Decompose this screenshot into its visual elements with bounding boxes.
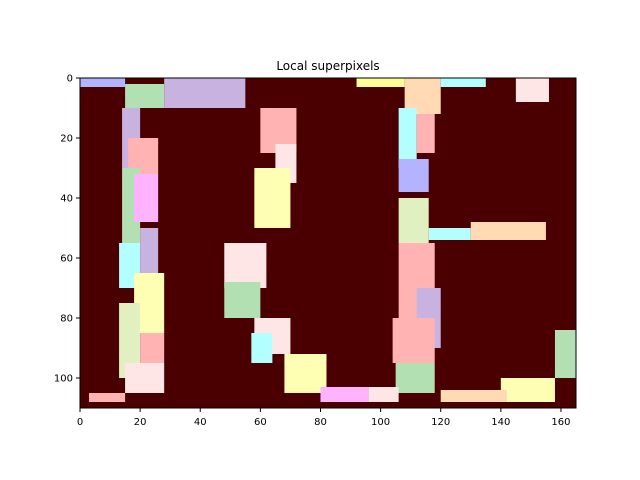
superpixel-region-13 [134,174,159,222]
y-tick-label: 40 [60,194,73,205]
y-tick-label: 60 [60,254,73,265]
x-tick-label: 140 [491,417,510,428]
x-tick-label: 40 [194,417,207,428]
superpixel-region-22 [416,114,435,153]
superpixel-region-38 [500,378,555,402]
superpixel-region-20 [89,393,126,402]
superpixel-region-25 [428,228,471,240]
superpixel-region-5 [254,168,291,228]
x-tick-label: 80 [314,417,327,428]
superpixel-region-1 [125,84,165,108]
x-tick-label: 0 [77,417,83,428]
x-axis: 0 20 40 60 80 100 120 140 160 [77,408,571,428]
y-tick-label: 100 [54,374,73,385]
y-axis: 0 20 40 60 80 100 [54,74,80,385]
superpixel-region-6 [356,78,405,87]
superpixel-region-23 [398,159,429,192]
y-tick-label: 0 [67,74,73,85]
superpixel-region-21 [398,108,417,168]
axes-frame [79,77,577,409]
superpixel-region-31 [224,243,267,288]
x-tick-label: 120 [431,417,450,428]
superpixel-region-32 [224,282,261,318]
superpixel-region-18 [140,333,165,363]
superpixel-region-37 [368,387,399,402]
superpixel-region-19 [125,363,165,393]
superpixel-region-9 [515,78,549,102]
superpixel-region-17 [119,303,141,378]
superpixel-region-2 [164,78,246,108]
x-tick-label: 160 [551,417,570,428]
y-tick-label: 20 [60,134,73,145]
superpixel-region-29 [392,318,435,363]
superpixel-region-0 [80,78,126,87]
superpixel-region-36 [320,387,369,402]
superpixel-region-24 [398,198,429,243]
superpixel-region-35 [284,354,327,393]
superpixel-region-26 [470,222,546,240]
superpixel-region-34 [251,333,273,363]
superpixel-region-30 [395,363,435,393]
y-tick-label: 80 [60,314,73,325]
superpixel-region-40 [554,330,576,378]
superpixel-image [80,78,576,408]
x-tick-label: 60 [254,417,267,428]
x-tick-label: 20 [134,417,147,428]
superpixel-region-8 [440,78,486,87]
x-tick-label: 100 [371,417,390,428]
superpixel-region-15 [140,228,159,273]
superpixel-region-39 [440,390,507,402]
chart-title: Local superpixels [276,59,379,73]
